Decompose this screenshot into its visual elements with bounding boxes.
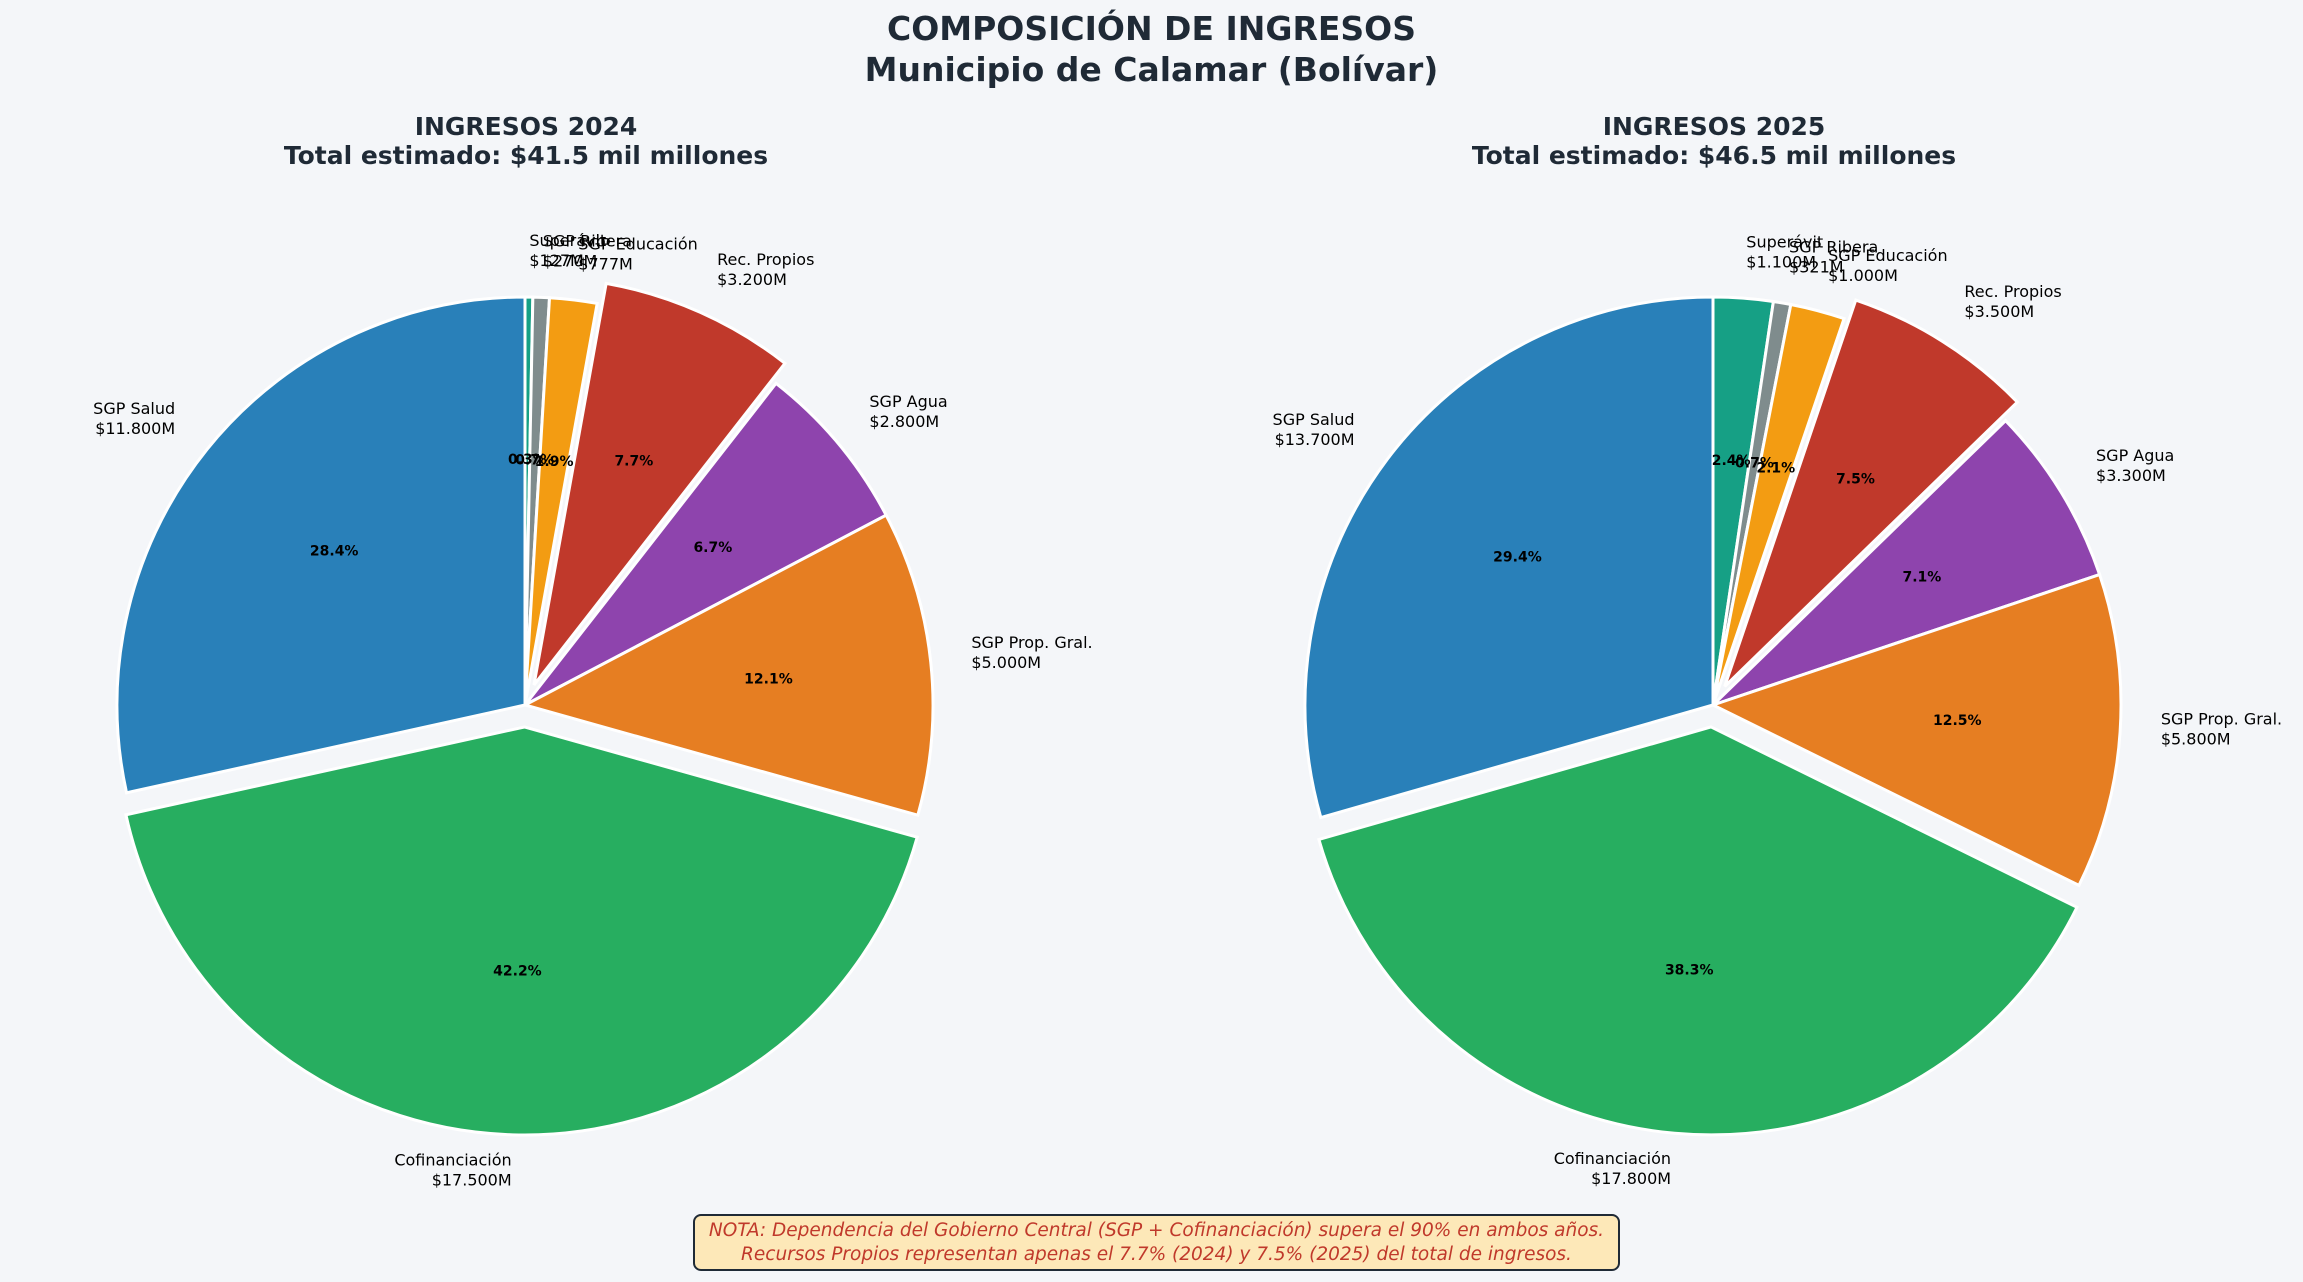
- pie-2024-label-sgp-agua: SGP Agua $2.800M: [869, 392, 947, 431]
- pie-2024-slice-sgp-educacion: [523, 296, 599, 706]
- pie-2024-pct-label-sgp-ribera: 0.7%: [515, 452, 554, 468]
- pie-2024-label-sgp-educacion: SGP Educación $777M: [578, 234, 697, 273]
- pie-2025-pct-label-sgp-ribera: 0.7%: [1735, 456, 1774, 472]
- note-line1: NOTA: Dependencia del Gobierno Central (…: [708, 1220, 1605, 1241]
- figure-title: COMPOSICIÓN DE INGRESOS Municipio de Cal…: [0, 8, 2303, 90]
- pie-2024-slice-sgp-salud: [115, 295, 527, 795]
- pie-2025-label-sgp-prop-gral: SGP Prop. Gral. $5.800M: [2161, 710, 2282, 749]
- pie-2024-slice-sgp-agua: [523, 381, 889, 707]
- pie-2025-slice-sgp-salud: [1303, 295, 1715, 820]
- pie-2024-label-sgp-salud: SGP Salud $11.800M: [93, 399, 175, 438]
- figure-title-line1: COMPOSICIÓN DE INGRESOS: [887, 9, 1416, 48]
- pie-2024-slice-sgp-prop-gral: [520, 513, 935, 818]
- pie-2025-slice-sgp-prop-gral: [1709, 572, 2123, 888]
- figure-title-line2: Municipio de Calamar (Bolívar): [864, 50, 1439, 89]
- chart-2024-title: INGRESOS 2024: [414, 112, 638, 141]
- pie-2025-slice-rec-propios: [1723, 298, 2020, 688]
- pie-2024-pct-label-sgp-educacion: 1.9%: [535, 454, 574, 470]
- pie-2025-pct-label-sgp-educacion: 2.1%: [1756, 460, 1795, 476]
- pie-2025-pct-label-superavit: 2.4%: [1712, 453, 1751, 469]
- pie-2025-label-cofinanciacion: Cofinanciación $17.800M: [1554, 1149, 1671, 1188]
- pie-2024-pct-label-rec-propios: 7.7%: [614, 453, 653, 469]
- pie-2025-label-superavit: Superávit $1.100M: [1746, 232, 1823, 271]
- pie-2025-label-sgp-agua: SGP Agua $3.300M: [2096, 446, 2174, 485]
- pie-2024-pct-label-sgp-salud: 28.4%: [310, 544, 359, 560]
- pie-2024-pct-label-superavit: 0.3%: [508, 452, 547, 468]
- pie-2025-pct-label-sgp-salud: 29.4%: [1493, 550, 1542, 566]
- pie-2024-label-sgp-prop-gral: SGP Prop. Gral. $5.000M: [971, 633, 1092, 672]
- note-box: NOTA: Dependencia del Gobierno Central (…: [693, 1214, 1620, 1271]
- chart-2024-title-block: INGRESOS 2024 Total estimado: $41.5 mil …: [126, 112, 926, 170]
- pie-2024-label-rec-propios: Rec. Propios $3.200M: [717, 250, 814, 289]
- pie-2024-pct-label-cofinanciacion: 42.2%: [493, 964, 542, 980]
- pie-chart-2024: 0.3%0.7%1.9% 7.7% 6.7% 12.1% 42.2% 28.4% Super…: [93, 231, 1092, 1190]
- pie-2025-label-rec-propios: Rec. Propios $3.500M: [1964, 282, 2061, 321]
- pie-2024-pct-label-sgp-prop-gral: 12.1%: [744, 671, 793, 687]
- pie-chart-2025: 2.4%0.7%2.1% 7.5% 7.1% 12.5% 38.3% 29.4% Super…: [1273, 232, 2283, 1188]
- pie-2025-slice-cofinanciacion: [1317, 725, 2080, 1137]
- pie-2025-label-sgp-educacion: SGP Educación $1.000M: [1828, 246, 1947, 285]
- pie-2025-slice-sgp-educacion: [1711, 302, 1846, 706]
- pie-2025-pct-label-cofinanciacion: 38.3%: [1665, 963, 1714, 979]
- pie-2025-slice-sgp-agua: [1711, 418, 2102, 707]
- note-line2: Recursos Propios representan apenas el 7…: [741, 1244, 1572, 1265]
- pie-2025-label-sgp-salud: SGP Salud $13.700M: [1273, 410, 1355, 449]
- pie-2024-label-superavit: Superávit $127M: [529, 231, 606, 270]
- chart-2025-title-block: INGRESOS 2025 Total estimado: $46.5 mil …: [1314, 112, 2114, 170]
- pie-2024-slice-rec-propios: [532, 281, 788, 686]
- pie-2025-label-sgp-ribera: SGP Ribera $321M: [1789, 238, 1878, 277]
- chart-2024-subtitle: Total estimado: $41.5 mil millones: [283, 141, 769, 170]
- pie-2024-slice-cofinanciacion: [124, 725, 920, 1137]
- pie-2024-label-sgp-ribera: SGP Ribera $270M: [543, 232, 632, 271]
- chart-2025-title: INGRESOS 2025: [1602, 112, 1826, 141]
- pie-2024-label-cofinanciacion: Cofinanciación $17.500M: [394, 1151, 511, 1190]
- pie-2025-pct-label-rec-propios: 7.5%: [1836, 471, 1875, 487]
- pie-2024-pct-label-sgp-agua: 6.7%: [693, 540, 732, 556]
- chart-2025-subtitle: Total estimado: $46.5 mil millones: [1471, 141, 1957, 170]
- pie-2025-pct-label-sgp-agua: 7.1%: [1903, 569, 1942, 585]
- pie-2025-pct-label-sgp-prop-gral: 12.5%: [1933, 713, 1982, 729]
